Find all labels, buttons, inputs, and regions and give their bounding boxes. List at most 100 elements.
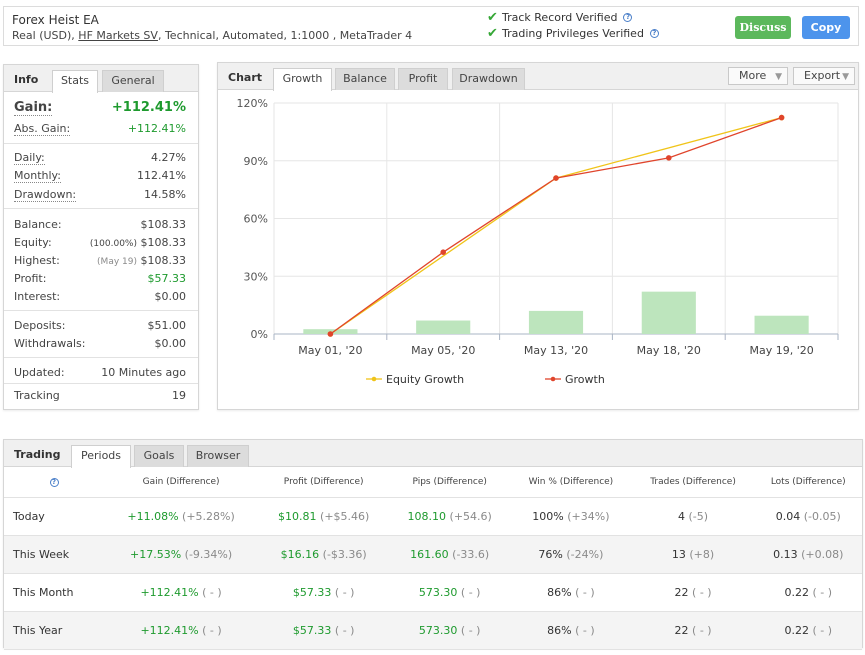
lots-difference: (-0.05)	[803, 509, 841, 523]
lots-difference: (+0.08)	[801, 547, 844, 561]
chart-legend[interactable]: Equity Growth Growth	[366, 373, 605, 386]
tab-growth[interactable]: Growth	[273, 68, 332, 91]
trades-difference: (+8)	[689, 547, 715, 561]
profit-value: $57.33	[292, 585, 332, 599]
legend-marker	[371, 376, 377, 382]
table-help-cell: ?	[4, 467, 104, 498]
growth-bar	[416, 320, 471, 334]
trades-cell: 22 ( - )	[631, 611, 755, 650]
chart-axis-labels: 120% 90% 60% 30% 0% May 01, '20 May 05, '20 May…	[237, 97, 814, 357]
lots-difference: ( - )	[812, 585, 833, 599]
period-label: This Month	[4, 573, 104, 612]
drawdown-row: Drawdown: 14.58%	[14, 188, 186, 202]
chevron-down-icon: ▼	[775, 72, 782, 82]
tab-goals[interactable]: Goals	[134, 445, 184, 467]
info-panel: Info Stats General Gain: +112.41% Abs. G…	[3, 64, 199, 410]
tracking-value: 19	[172, 389, 186, 402]
profit-value: $57.33	[292, 623, 332, 637]
lots-cell: 0.22 ( - )	[754, 611, 862, 650]
y-tick-label: 0%	[251, 328, 268, 341]
withdrawals-row: Withdrawals: $0.00	[14, 337, 186, 350]
profit-difference: ( - )	[334, 585, 355, 599]
daily-row: Daily: 4.27%	[14, 151, 186, 165]
highest-row: Highest: (May 19) $108.33	[14, 254, 186, 267]
pips-value: 573.30	[418, 623, 458, 637]
monthly-row: Monthly: 112.41%	[14, 169, 186, 183]
pips-cell: 573.30 ( - )	[389, 573, 511, 612]
legend-item[interactable]: Growth	[545, 373, 605, 386]
win-percent-cell: 86% ( - )	[510, 573, 632, 612]
data-point	[440, 249, 446, 255]
trades-cell: 22 ( - )	[631, 573, 755, 612]
updated-value: 10 Minutes ago	[101, 366, 186, 379]
daily-label: Daily:	[14, 151, 45, 165]
tab-profit[interactable]: Profit	[398, 68, 448, 90]
y-tick-label: 90%	[244, 155, 268, 168]
tab-drawdown[interactable]: Drawdown	[452, 68, 525, 90]
info-title: Info	[14, 73, 39, 86]
tab-browser[interactable]: Browser	[187, 445, 249, 467]
win-percent-value: 86%	[547, 623, 572, 637]
tab-stats[interactable]: Stats	[52, 70, 98, 93]
export-dropdown[interactable]: Export ▼	[793, 67, 855, 85]
abs-gain-row: Abs. Gain: +112.41%	[14, 122, 186, 136]
pips-cell: 161.60 (-33.6)	[389, 535, 511, 574]
lots-cell: 0.13 (+0.08)	[754, 535, 862, 574]
x-tick-label: May 19, '20	[749, 344, 813, 357]
table-row: Today +11.08% (+5.28%) $10.81 (+$5.46) 108.…	[4, 497, 862, 536]
balance-value: $108.33	[140, 218, 187, 231]
help-icon[interactable]: ?	[49, 477, 59, 487]
more-dropdown[interactable]: More ▼	[728, 67, 788, 85]
tab-periods[interactable]: Periods	[71, 445, 131, 468]
gain-value: +112.41%	[111, 100, 186, 115]
trading-privileges-label: Trading Privileges Verified	[502, 27, 644, 40]
gain-cell: +11.08% (+5.28%)	[104, 497, 259, 536]
divider	[4, 310, 198, 311]
balance-row: Balance: $108.33	[14, 218, 186, 231]
gain-difference: ( - )	[202, 585, 222, 599]
win-percent-cell: 76% (-24%)	[510, 535, 632, 574]
account-subtitle: Real (USD), HF Markets SV, Technical, Au…	[12, 29, 412, 42]
profit-cell: $16.16 (-$3.36)	[258, 535, 390, 574]
chart-lines	[327, 114, 785, 337]
broker-link[interactable]: HF Markets SV	[78, 29, 158, 42]
gain-value: +112.41%	[140, 585, 199, 599]
help-icon[interactable]: ?	[649, 29, 659, 38]
copy-button[interactable]: Copy	[802, 16, 850, 39]
export-label: Export	[804, 69, 841, 82]
tab-general[interactable]: General	[102, 70, 164, 92]
help-icon[interactable]: ?	[623, 13, 633, 22]
monthly-label: Monthly:	[14, 169, 61, 183]
deposits-value: $51.00	[147, 319, 187, 332]
profit-difference: (+$5.46)	[320, 509, 370, 523]
lots-value: 0.22	[784, 585, 809, 599]
table-row: This Month +112.41% ( - ) $57.33 ( - ) 573.…	[4, 573, 862, 612]
profit-label: Profit:	[14, 272, 47, 285]
column-header: Lots (Difference)	[754, 467, 862, 498]
monthly-value: 112.41%	[137, 169, 186, 182]
system-header: Forex Heist EA Real (USD), HF Markets SV…	[3, 6, 859, 46]
equity-value: $108.33	[140, 236, 187, 249]
chart-title: Chart	[228, 71, 263, 84]
withdrawals-value: $0.00	[154, 337, 187, 350]
trading-privileges-verified: ✔ Trading Privileges Verified ?	[487, 26, 659, 41]
balance-label: Balance:	[14, 218, 62, 231]
trading-title: Trading	[14, 448, 61, 461]
interest-value: $0.00	[154, 290, 187, 303]
gain-cell: +17.53% (-9.34%)	[104, 535, 259, 574]
interest-row: Interest: $0.00	[14, 290, 186, 303]
pips-difference: (-33.6)	[452, 547, 490, 561]
column-header: Gain (Difference)	[104, 467, 259, 498]
period-label: This Year	[4, 611, 104, 650]
x-tick-label: May 13, '20	[524, 344, 588, 357]
tab-balance[interactable]: Balance	[335, 68, 395, 90]
win-percent-difference: ( - )	[575, 623, 595, 637]
legend-item[interactable]: Equity Growth	[366, 373, 464, 386]
profit-value: $57.33	[147, 272, 187, 285]
updated-row: Updated: 10 Minutes ago	[14, 366, 186, 379]
discuss-button[interactable]: Discuss	[735, 16, 791, 39]
period-label: This Week	[4, 535, 104, 574]
win-percent-value: 86%	[547, 585, 572, 599]
info-tabbar: Info Stats General	[4, 65, 198, 93]
profit-cell: $57.33 ( - )	[258, 611, 390, 650]
